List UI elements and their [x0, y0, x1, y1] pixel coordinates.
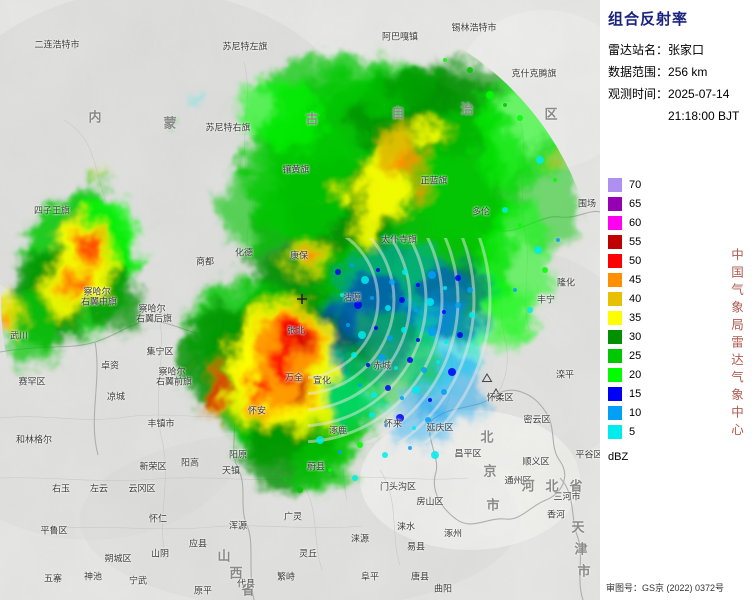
range-row: 数据范围：256 km — [608, 61, 756, 83]
legend-entry: 30 — [608, 327, 756, 346]
legend-entry: 10 — [608, 403, 756, 422]
legend-swatch — [608, 424, 622, 439]
reflectivity-legend: 70 65 60 55 50 45 40 35 30 25 20 15 10 5 — [608, 175, 756, 441]
legend-value: 20 — [629, 368, 642, 381]
legend-value: 45 — [629, 273, 642, 286]
legend-entry: 35 — [608, 308, 756, 327]
watermark-text: 中国气象局雷达气象中心 — [729, 248, 743, 441]
legend-swatch — [608, 196, 622, 211]
radar-station-marker — [297, 294, 307, 304]
legend-swatch — [608, 234, 622, 249]
legend-entry: 65 — [608, 194, 756, 213]
legend-swatch — [608, 367, 622, 382]
legend-swatch — [608, 253, 622, 268]
legend-value: 10 — [629, 406, 642, 419]
mountain-triangle-marker — [481, 373, 493, 382]
radar-map: 二连浩特市 苏尼特左旗 阿巴嘎镇 锡林浩特市 克什克腾旗 苏尼特右旗 四子王旗 多伦 正蓝旗 太仆… — [0, 0, 600, 600]
station-value: 张家口 — [668, 43, 705, 57]
legend-swatch — [608, 177, 622, 192]
radar-map-canvas — [0, 0, 600, 600]
legend-swatch — [608, 272, 622, 287]
legend-value: 25 — [629, 349, 642, 362]
legend-swatch — [608, 291, 622, 306]
station-row: 雷达站名：张家口 — [608, 39, 756, 61]
legend-entry: 50 — [608, 251, 756, 270]
legend-swatch — [608, 310, 622, 325]
legend-value: 50 — [629, 254, 642, 267]
legend-value: 35 — [629, 311, 642, 324]
info-panel: 组合反射率 雷达站名：张家口 数据范围：256 km 观测时间：2025-07-… — [600, 0, 756, 600]
radar-echo-speckles — [283, 58, 560, 493]
legend-entry: 20 — [608, 365, 756, 384]
time-clock-value: 21:18:00 BJT — [668, 109, 740, 123]
map-approval-number: 审图号：GS京 (2022) 0372号 — [606, 583, 725, 593]
legend-swatch — [608, 386, 622, 401]
legend-swatch — [608, 405, 622, 420]
legend-entry: 55 — [608, 232, 756, 251]
unit-label: dBZ — [608, 451, 629, 463]
legend-value: 60 — [629, 216, 642, 229]
station-label: 雷达站名： — [608, 43, 669, 57]
radar-echo-field — [1, 57, 580, 493]
range-value: 256 km — [668, 65, 708, 79]
mountain-triangle-marker — [490, 388, 502, 397]
legend-swatch — [608, 329, 622, 344]
legend-entry: 45 — [608, 270, 756, 289]
legend-entry: 5 — [608, 422, 756, 441]
legend-entry: 40 — [608, 289, 756, 308]
legend-value: 55 — [629, 235, 642, 248]
legend-swatch — [608, 348, 622, 363]
legend-value: 70 — [629, 178, 642, 191]
legend-value: 40 — [629, 292, 642, 305]
legend-value: 65 — [629, 197, 642, 210]
legend-value: 30 — [629, 330, 642, 343]
time-row: 观测时间：2025-07-14 — [608, 83, 756, 105]
map-markers — [297, 294, 502, 397]
time-label: 观测时间： — [608, 87, 669, 101]
range-ring-banding — [308, 238, 492, 443]
legend-entry: 70 — [608, 175, 756, 194]
legend-entry: 15 — [608, 384, 756, 403]
legend-entry: 25 — [608, 346, 756, 365]
legend-value: 15 — [629, 387, 642, 400]
legend-value: 5 — [629, 425, 636, 438]
legend-entry: 60 — [608, 213, 756, 232]
range-label: 数据范围： — [608, 65, 669, 79]
product-title: 组合反射率 — [608, 11, 689, 28]
time-date-value: 2025-07-14 — [668, 87, 730, 101]
legend-swatch — [608, 215, 622, 230]
